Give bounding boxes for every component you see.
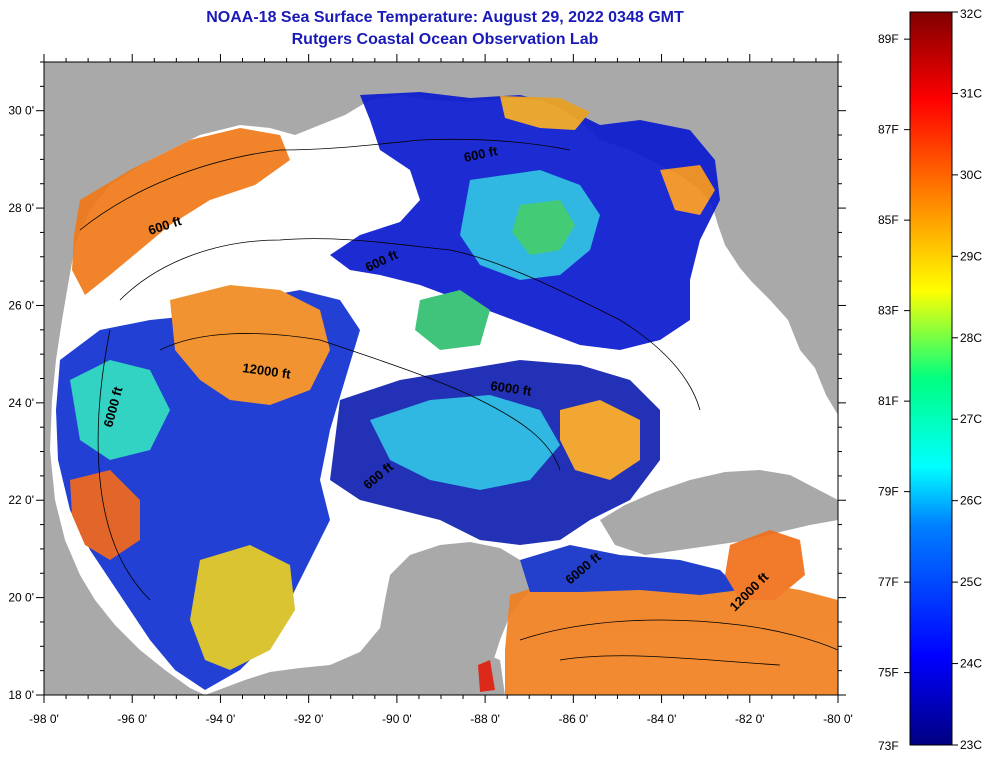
lon-tick-label: -86 0' <box>559 712 589 726</box>
lat-tick-label: 24 0' <box>8 396 34 410</box>
colorbar-celsius-label: 24C <box>960 657 982 671</box>
colorbar-celsius-label: 30C <box>960 168 982 182</box>
colorbar-fahrenheit-label: 89F <box>878 32 899 46</box>
lon-tick-label: -90 0' <box>382 712 412 726</box>
colorbar-celsius-label: 32C <box>960 7 982 21</box>
colorbar-celsius-label: 31C <box>960 86 982 100</box>
lon-tick-label: -82 0' <box>735 712 765 726</box>
colorbar-celsius-label: 28C <box>960 331 982 345</box>
colorbar-fahrenheit-labels: 89F 87F 85F 83F 81F 79F 77F 75F 73F <box>878 32 910 753</box>
lon-tick-label: -94 0' <box>206 712 236 726</box>
colorbar-fahrenheit-label: 87F <box>878 123 899 137</box>
contour-label: 12000 ft <box>242 360 293 382</box>
colorbar-celsius-label: 26C <box>960 494 982 508</box>
colorbar-celsius-label: 29C <box>960 249 982 263</box>
colorbar-fahrenheit-label: 77F <box>878 575 899 589</box>
lon-tick-label: -96 0' <box>117 712 147 726</box>
lat-tick-label: 18 0' <box>8 688 34 702</box>
colorbar-fahrenheit-label: 85F <box>878 213 899 227</box>
map-subtitle: Rutgers Coastal Ocean Observation Lab <box>291 31 599 48</box>
lon-tick-label: -84 0' <box>647 712 677 726</box>
land-cuba <box>600 470 838 555</box>
colorbar-celsius-label: 23C <box>960 738 982 752</box>
contour-label: 6000 ft <box>490 378 534 399</box>
land-yucatan <box>205 542 530 695</box>
lon-tick-label: -92 0' <box>294 712 324 726</box>
land-us-gulf-coast <box>44 62 838 695</box>
lat-tick-label: 22 0' <box>8 493 34 507</box>
lon-tick-label: -98 0' <box>29 712 59 726</box>
lon-tick-label: -80 0' <box>823 712 853 726</box>
colorbar-fahrenheit-label: 83F <box>878 304 899 318</box>
lon-tick-label: -88 0' <box>470 712 500 726</box>
bathymetry-contours <box>79 138 838 666</box>
map-title: NOAA-18 Sea Surface Temperature: August … <box>206 9 684 26</box>
colorbar-fahrenheit-label: 73F <box>878 739 899 753</box>
longitude-axis: -98 0' -96 0' -94 0' -92 0' -90 0' -88 0' -86 … <box>29 54 853 726</box>
colorbar-celsius-label: 25C <box>960 575 982 589</box>
colorbar-fahrenheit-label: 81F <box>878 394 899 408</box>
latitude-axis: 18 0' 20 0' 22 0' 24 0' 26 0' 28 0' 30 0' <box>8 61 846 702</box>
lat-tick-label: 26 0' <box>8 298 34 312</box>
lat-tick-label: 30 0' <box>8 104 34 118</box>
colorbar-celsius-labels: 32C 31C 30C 29C 28C 27C 26C 25C 24C 23C <box>952 7 982 752</box>
contour-label: 600 ft <box>463 143 500 165</box>
colorbar <box>909 11 953 746</box>
lat-tick-label: 28 0' <box>8 201 34 215</box>
lat-tick-label: 20 0' <box>8 591 34 605</box>
sst-patches <box>56 92 838 695</box>
colorbar-celsius-label: 27C <box>960 412 982 426</box>
colorbar-fahrenheit-label: 79F <box>878 485 899 499</box>
colorbar-fahrenheit-label: 75F <box>878 666 899 680</box>
